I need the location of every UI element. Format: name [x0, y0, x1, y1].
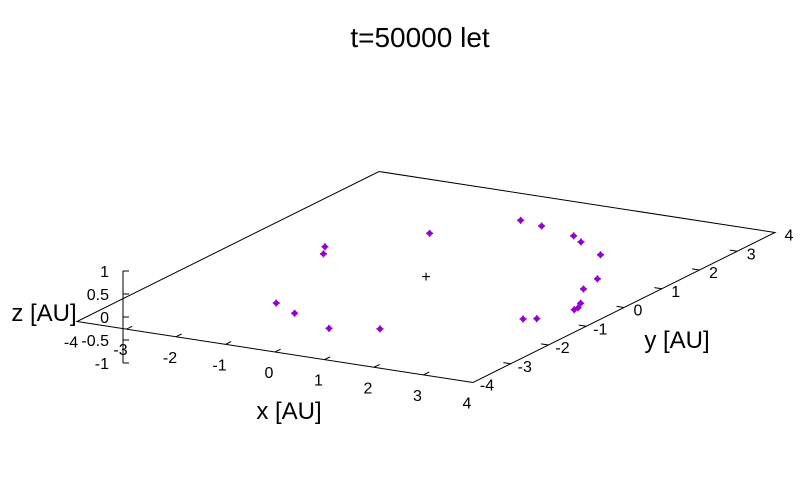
y-tick-label: -2	[555, 340, 569, 357]
data-point	[376, 325, 384, 333]
y-tick-label: -4	[480, 378, 494, 395]
data-point	[538, 222, 546, 230]
y-tick-mark	[691, 268, 700, 271]
base-plane	[75, 170, 777, 384]
data-point	[577, 238, 585, 246]
data-point	[597, 251, 604, 259]
data-point	[570, 306, 578, 314]
center-marker: +	[421, 269, 430, 286]
x-tick-label: 3	[413, 388, 422, 405]
z-tick-label: 0	[100, 310, 109, 327]
y-tick-mark	[540, 343, 549, 346]
y-tick-mark	[616, 305, 625, 308]
data-point	[319, 250, 327, 258]
y-tick-mark	[654, 287, 662, 290]
x-tick-label: 4	[463, 396, 472, 413]
y-tick-mark	[503, 362, 511, 365]
data-point	[321, 243, 329, 251]
x-tick-label: -2	[163, 350, 177, 367]
y-tick-mark	[729, 249, 738, 252]
data-point	[519, 315, 527, 323]
data-point	[570, 232, 578, 240]
y-axis-ticks: -4 -3 -2 -1 0 1 2 3 4	[480, 228, 794, 395]
z-tick-label: -1	[95, 356, 109, 373]
x-axis-ticks: -4 -3 -2 -1 0 1 2 3 4	[64, 325, 472, 413]
data-point	[325, 324, 333, 332]
y-tick-label: 1	[671, 284, 680, 301]
x-tick-mark	[274, 348, 281, 353]
data-point	[272, 299, 280, 307]
data-point	[291, 309, 299, 317]
x-tick-label: 2	[364, 380, 373, 397]
y-tick-mark	[578, 324, 587, 327]
y-tick-label: 4	[785, 228, 794, 245]
y-tick-label: 2	[709, 265, 718, 282]
plot-frame	[75, 170, 777, 384]
x-tick-mark	[126, 325, 133, 330]
x-tick-label: -1	[212, 357, 226, 374]
x-axis-label: x [AU]	[256, 398, 321, 425]
z-axis-label: z [AU]	[11, 300, 76, 327]
data-point	[577, 299, 585, 307]
x-tick-mark	[373, 363, 380, 368]
y-tick-label: 0	[634, 303, 643, 320]
chart-title: t=50000 let	[350, 22, 490, 53]
x-tick-mark	[423, 371, 430, 376]
x-tick-mark	[324, 356, 331, 361]
x-tick-mark	[175, 333, 182, 338]
z-tick-label: 0.5	[87, 287, 109, 304]
data-point	[533, 315, 541, 323]
data-point	[593, 275, 601, 283]
y-tick-label: 3	[747, 246, 756, 263]
data-points: +	[272, 216, 604, 333]
x-tick-mark	[225, 341, 232, 345]
x-tick-label: -3	[113, 342, 127, 359]
z-tick-label: -0.5	[81, 333, 109, 350]
data-point	[579, 285, 587, 293]
x-tick-label: 1	[314, 373, 323, 390]
data-point	[517, 216, 525, 224]
x-tick-label: -4	[64, 335, 78, 352]
z-tick-label: 1	[100, 264, 109, 281]
data-point	[426, 229, 434, 237]
y-tick-label: -1	[593, 321, 607, 338]
z-axis-ticks: 1 0.5 0 -0.5 -1	[81, 264, 129, 373]
y-axis-label: y [AU]	[644, 327, 709, 354]
y-tick-label: -3	[518, 359, 532, 376]
x-tick-label: 0	[265, 365, 274, 382]
